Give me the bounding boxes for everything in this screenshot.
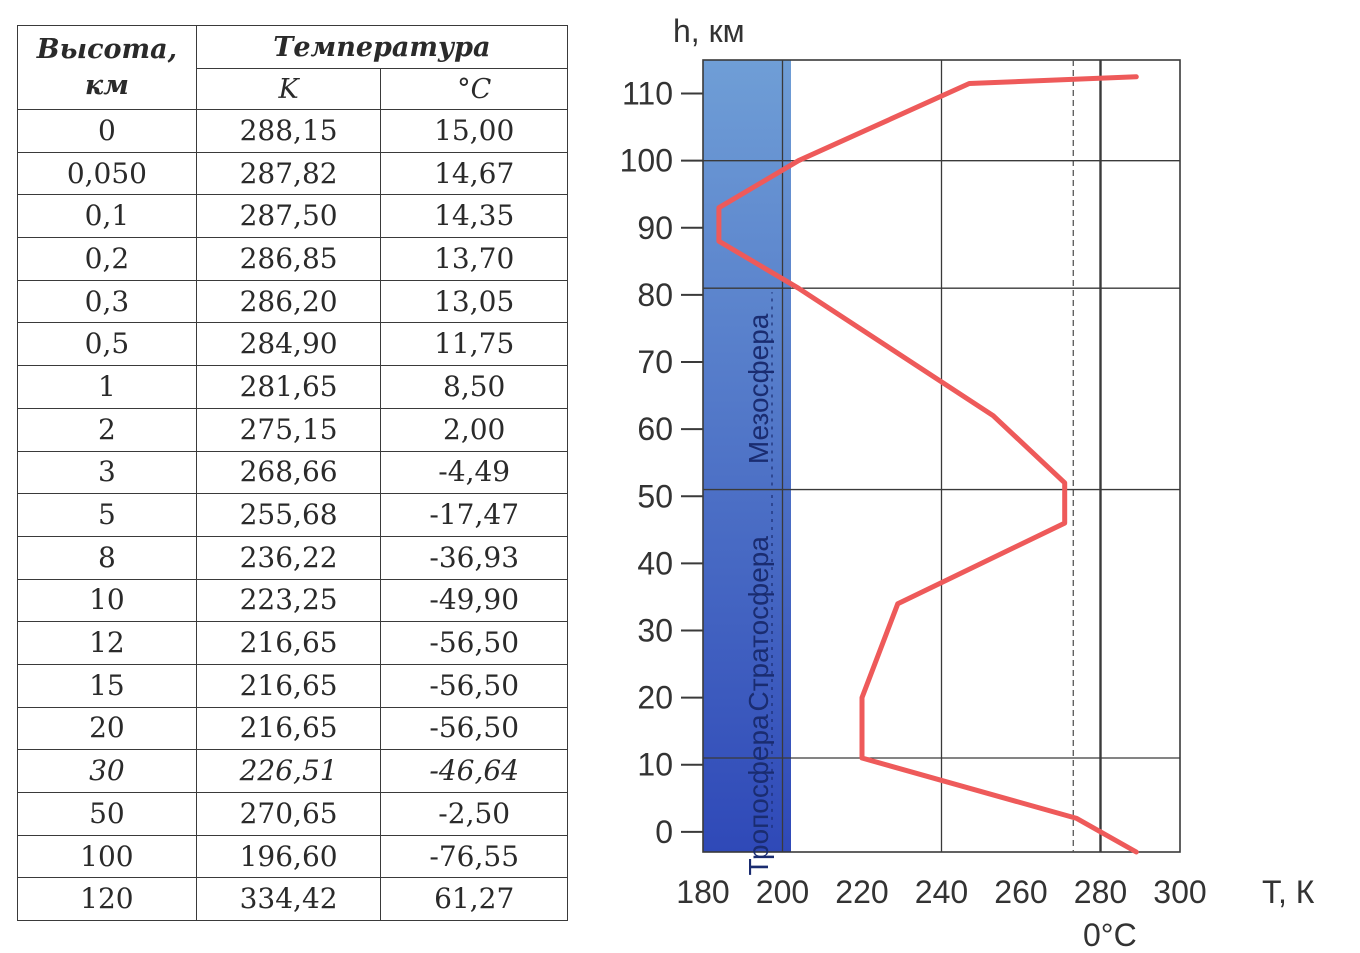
chart-ticks: 0 10 20 30 40 50 60 70 80 90 100 110 180 200 220 240 260… [620,76,1207,910]
x-tick-label: 260 [994,874,1047,910]
cell-height: 0 [17,109,197,153]
cell-height: 30 [17,749,197,793]
cell-celsius: -56,50 [380,621,568,665]
atmosphere-table: Высота, км Температура K °C 0 288,15 15,00… [17,25,569,922]
layer-label: Мезосфера [743,313,774,464]
cell-kelvin: 255,68 [195,493,382,537]
cell-kelvin: 287,50 [195,194,382,239]
cell-kelvin: 334,42 [195,877,382,922]
y-tick-label: 90 [637,210,673,246]
y-tick-label: 100 [620,143,673,179]
cell-height: 0,2 [17,237,197,281]
table-row: 0,050 287,82 14,67 [17,151,568,196]
zero-celsius-label: 0°C [1083,917,1137,953]
cell-celsius: 13,05 [380,279,568,324]
cell-kelvin: 223,25 [195,578,382,623]
header-height: Высота, км [17,25,197,110]
table-row: 100 196,60 -76,55 [17,834,568,879]
table-row: 30 226,51 -46,64 [17,749,568,793]
x-tick-label: 180 [676,874,729,910]
cell-celsius: 14,35 [380,194,568,239]
cell-height: 120 [17,877,197,922]
cell-height: 0,3 [17,279,197,324]
cell-kelvin: 216,65 [195,706,382,751]
table-row: 15 216,65 -56,50 [17,663,568,708]
cell-celsius: -36,93 [380,535,568,580]
table-row: 10 223,25 -49,90 [17,578,568,623]
cell-kelvin: 275,15 [195,407,382,452]
y-tick-label: 60 [637,411,673,447]
table-row: 50 270,65 -2,50 [17,792,568,836]
y-tick-label: 110 [622,76,673,112]
table-row: 3 268,66 -4,49 [17,450,568,495]
cell-celsius: -76,55 [380,834,568,879]
cell-celsius: 15,00 [380,109,568,153]
cell-height: 10 [17,578,197,623]
cell-kelvin: 268,66 [195,450,382,495]
cell-kelvin: 286,20 [195,279,382,324]
cell-celsius: 61,27 [380,877,568,922]
cell-celsius: -17,47 [380,493,568,537]
x-axis-label: T, К [1262,874,1315,910]
cell-celsius: -2,50 [380,792,568,836]
cell-height: 3 [17,450,197,495]
y-tick-label: 20 [637,680,673,716]
x-tick-label: 220 [835,874,888,910]
table-row: 20 216,65 -56,50 [17,706,568,751]
header-celsius: °C [380,68,568,110]
cell-height: 2 [17,407,197,452]
x-tick-label: 280 [1074,874,1127,910]
cell-kelvin: 216,65 [195,663,382,708]
y-tick-label: 70 [637,344,673,380]
cell-celsius: -4,49 [380,450,568,495]
cell-height: 0,050 [17,151,197,196]
cell-celsius: 14,67 [380,151,568,196]
x-tick-label: 300 [1153,874,1206,910]
cell-kelvin: 270,65 [195,792,382,836]
cell-height: 15 [17,663,197,708]
table-row: 12 216,65 -56,50 [17,621,568,665]
table-body: 0 288,15 15,00 0,050 287,82 14,67 0,1 287,50 14,… [17,109,568,922]
x-tick-label: 240 [915,874,968,910]
y-tick-label: 0 [655,814,673,850]
cell-celsius: -56,50 [380,706,568,751]
table-row: 2 275,15 2,00 [17,407,568,452]
table-row: 120 334,42 61,27 [17,877,568,922]
y-tick-label: 50 [637,478,673,514]
table-row: 1 281,65 8,50 [17,365,568,409]
layer-label: Тропосфера [743,714,774,876]
y-tick-label: 80 [637,277,673,313]
y-axis-label: h, км [673,13,745,49]
temperature-profile-line [716,74,1139,855]
cell-celsius: -56,50 [380,663,568,708]
cell-celsius: 8,50 [380,365,568,409]
cell-celsius: 2,00 [380,407,568,452]
cell-height: 8 [17,535,197,580]
cell-celsius: 11,75 [380,322,568,367]
cell-height: 100 [17,834,197,879]
x-tick-label: 200 [756,874,809,910]
chart-grid [702,59,1181,853]
layer-label: Стратосфера [743,536,774,712]
y-tick-label: 10 [637,747,673,783]
y-tick-label: 40 [637,545,673,581]
y-tick-label: 30 [637,613,673,649]
table-row: 0,3 286,20 13,05 [17,279,568,324]
cell-height: 12 [17,621,197,665]
cell-kelvin: 216,65 [195,621,382,665]
cell-celsius: 13,70 [380,237,568,281]
header-kelvin: K [195,68,382,110]
cell-kelvin: 286,85 [195,237,382,281]
table-row: 0,2 286,85 13,70 [17,237,568,281]
cell-kelvin: 196,60 [195,834,382,879]
